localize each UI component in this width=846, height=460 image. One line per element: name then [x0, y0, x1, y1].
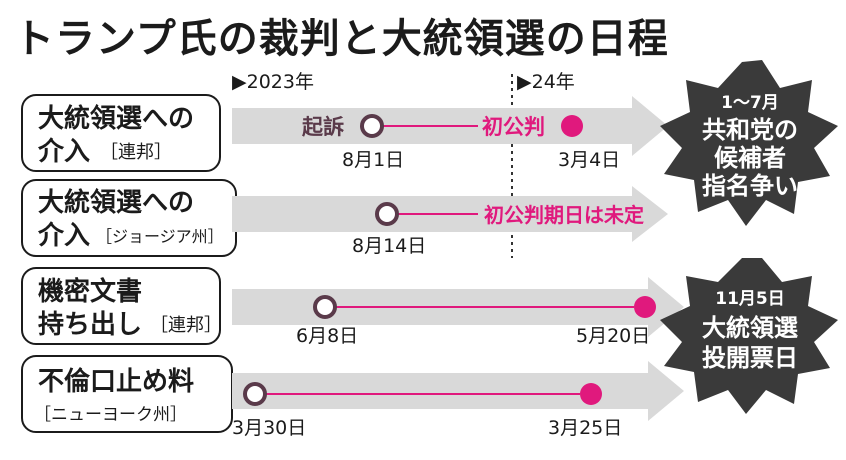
case-label-box [21, 267, 221, 345]
case-jurisdiction: ［連邦］ [100, 142, 172, 163]
case-title-line1: 大統領選への [38, 103, 194, 134]
burst-line: 候補者 [714, 144, 786, 172]
case-title-line2: 持ち出し [38, 310, 142, 340]
case-title-line2: 介入 [37, 221, 90, 251]
timeline-arrow [232, 361, 684, 421]
start-marker [313, 295, 337, 319]
case-title-line1: 大統領選への [38, 187, 194, 218]
start-marker [243, 382, 267, 406]
start-date: 8月14日 [352, 235, 426, 257]
case-row-3: 機密文書 持ち出し ［連邦］ 6月8日 5月20日 [21, 267, 684, 347]
case-row-2: 大統領選への 介入 ［ジョージア州］ 初公判期日は未定 8月14日 [21, 179, 668, 257]
burst-line: 1〜7月 [721, 93, 779, 113]
burst-line: 11月5日 [715, 289, 785, 309]
undecided-note: 初公判期日は未定 [484, 203, 644, 227]
end-marker [634, 296, 656, 318]
case-label-box [21, 94, 221, 172]
end-marker [561, 115, 583, 137]
burst-line: 指名争い [702, 172, 798, 200]
primary-season-burst: 1〜7月 共和党の 候補者 指名争い [660, 60, 838, 226]
axis-mid-label: ▶24年 [517, 71, 575, 93]
burst-line: 大統領選 [702, 314, 798, 342]
case-title-line2: 介入 [37, 137, 90, 167]
case-row-4: 不倫口止め料 ［ニューヨーク州］ 3月30日 3月25日 [21, 355, 684, 439]
end-marker [580, 383, 602, 405]
burst-shape [660, 60, 838, 226]
start-marker [360, 114, 384, 138]
burst-line: 投開票日 [702, 344, 798, 372]
end-date: 3月4日 [558, 149, 620, 171]
axis-start-label: ▶2023年 [232, 71, 314, 93]
start-date: 6月8日 [296, 325, 358, 347]
case-title-line1: 不倫口止め料 [38, 366, 194, 397]
start-date: 3月30日 [232, 417, 306, 439]
burst-shape [660, 258, 838, 414]
case-jurisdiction: ［ニューヨーク州］ [34, 405, 187, 425]
page-title: トランプ氏の裁判と大統領選の日程 [14, 16, 669, 62]
start-event-label: 起訴 [301, 115, 344, 139]
case-jurisdiction: ［連邦］ [150, 315, 222, 336]
start-marker [375, 202, 399, 226]
election-day-burst: 11月5日 大統領選 投開票日 [660, 258, 838, 414]
end-date: 5月20日 [576, 325, 650, 347]
case-jurisdiction: ［ジョージア州］ [96, 227, 224, 246]
start-date: 8月1日 [342, 149, 404, 171]
case-row-1: 大統領選への 介入 ［連邦］ 起訴 初公判 8月1日 3月4日 [21, 94, 668, 172]
end-event-label: 初公判 [482, 115, 545, 139]
case-title-line1: 機密文書 [38, 276, 142, 307]
end-date: 3月25日 [548, 417, 622, 439]
burst-line: 共和党の [702, 116, 798, 144]
